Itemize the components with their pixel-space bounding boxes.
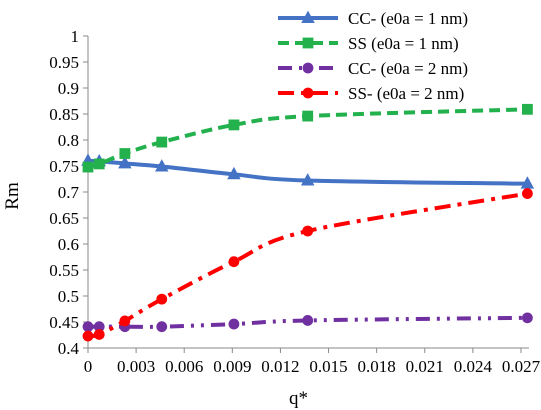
y-tick-label: 0.6 bbox=[58, 235, 79, 254]
y-tick-label: 0.4 bbox=[58, 339, 80, 358]
series-group bbox=[81, 103, 535, 342]
legend-label: CC- (e0a = 2 nm) bbox=[348, 59, 468, 78]
y-axis-title: Rm bbox=[2, 182, 23, 210]
data-point bbox=[82, 330, 94, 342]
x-tick-label: 0.009 bbox=[213, 357, 251, 376]
data-point bbox=[300, 173, 315, 186]
data-point bbox=[521, 188, 533, 199]
legend-marker bbox=[302, 87, 314, 99]
x-tick-label: 0.012 bbox=[261, 357, 299, 376]
y-tick-label: 0.85 bbox=[49, 105, 79, 124]
y-tick-label: 0.9 bbox=[58, 79, 79, 98]
x-tick-label: 0.006 bbox=[165, 357, 203, 376]
legend-entry-4: SS- (e0a = 2 nm) bbox=[278, 84, 464, 103]
y-tick-label: 0.75 bbox=[49, 157, 79, 176]
data-point bbox=[302, 225, 314, 237]
data-point bbox=[156, 293, 168, 305]
y-tick-label: 0.8 bbox=[58, 131, 79, 150]
legend-label: SS- (e0a = 2 nm) bbox=[348, 84, 464, 103]
data-point bbox=[521, 312, 533, 324]
data-point bbox=[302, 110, 314, 122]
data-point bbox=[82, 161, 94, 173]
series-4 bbox=[82, 188, 533, 342]
x-tick-label: 0 bbox=[84, 357, 93, 376]
data-point bbox=[155, 159, 169, 172]
y-tick-label: 0.65 bbox=[49, 209, 79, 228]
data-point bbox=[156, 321, 168, 333]
y-tick-label: 0.95 bbox=[49, 53, 79, 72]
series-2 bbox=[82, 103, 533, 173]
legend-entry-1: CC- (e0a = 1 nm) bbox=[278, 9, 468, 28]
y-tick-label: 0.55 bbox=[49, 261, 79, 280]
data-point bbox=[520, 176, 535, 189]
data-point bbox=[82, 321, 94, 333]
data-point bbox=[93, 158, 105, 170]
series-line bbox=[87, 107, 528, 169]
y-tick-label: 0.7 bbox=[58, 183, 80, 202]
data-point bbox=[119, 148, 131, 159]
legend-marker bbox=[302, 62, 314, 74]
x-axis-title: q* bbox=[289, 388, 308, 409]
series-3 bbox=[82, 312, 533, 333]
data-point bbox=[93, 321, 105, 333]
data-point bbox=[227, 166, 241, 180]
axes: 0.4 0.45 0.5 0.55 0.6 0.65 0.7 0.75 0.8 0.85 0.9 0.… bbox=[2, 27, 541, 409]
y-tick-label: 0.45 bbox=[49, 313, 79, 332]
data-point bbox=[119, 315, 131, 327]
x-tick-label: 0.024 bbox=[454, 357, 493, 376]
legend-marker bbox=[302, 37, 314, 49]
x-tick-label: 0.021 bbox=[406, 357, 444, 376]
legend: CC- (e0a = 1 nm) SS (e0a = 1 nm) CC- (e0a … bbox=[278, 9, 468, 103]
data-point bbox=[118, 155, 132, 169]
data-point bbox=[156, 136, 168, 148]
data-point bbox=[521, 103, 533, 115]
x-tick-label: 0.027 bbox=[502, 357, 541, 376]
legend-label: CC- (e0a = 1 nm) bbox=[348, 9, 468, 28]
data-point bbox=[228, 119, 240, 131]
x-tick-label: 0.003 bbox=[117, 357, 155, 376]
legend-marker bbox=[301, 10, 315, 23]
data-point bbox=[228, 318, 240, 330]
legend-entry-3: CC- (e0a = 2 nm) bbox=[278, 59, 468, 78]
data-point bbox=[93, 329, 105, 340]
data-point bbox=[228, 256, 240, 268]
x-tick-label: 0.018 bbox=[358, 357, 396, 376]
data-point bbox=[302, 315, 314, 326]
legend-entry-2: SS (e0a = 1 nm) bbox=[278, 34, 459, 53]
y-tick-label: 0.5 bbox=[58, 287, 79, 306]
y-tick-label: 1 bbox=[71, 27, 80, 46]
x-tick-label: 0.015 bbox=[309, 357, 347, 376]
legend-label: SS (e0a = 1 nm) bbox=[348, 34, 459, 53]
